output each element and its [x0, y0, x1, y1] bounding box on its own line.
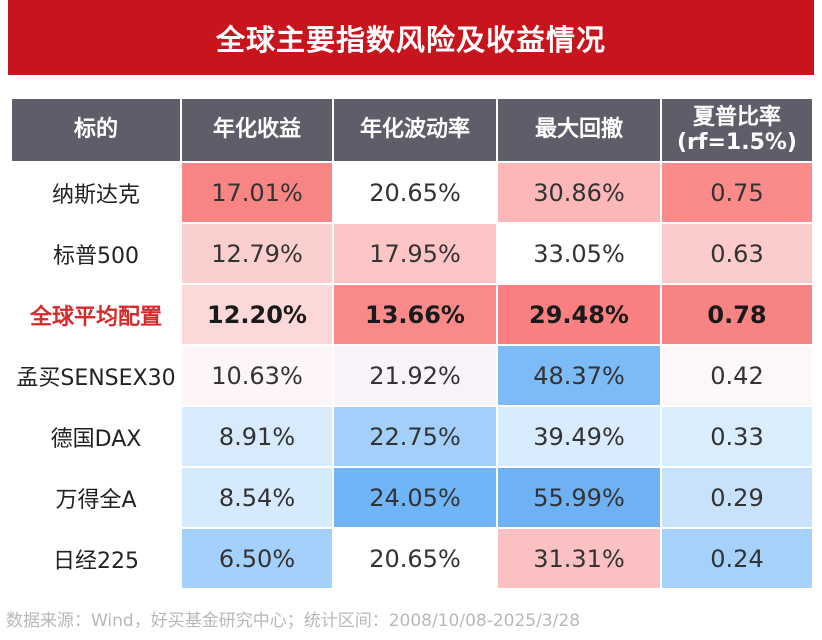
- row-label: 孟买SENSEX30: [10, 344, 182, 407]
- cell-sharpe: 0.75: [660, 161, 814, 224]
- header-sharpe-line2: (rf=1.5%): [677, 130, 797, 155]
- row-label: 全球平均配置: [10, 283, 182, 346]
- source-note: 数据来源：Wind，好买基金研究中心；统计区间：2008/10/08-2025/…: [6, 611, 581, 631]
- cell-drawdown: 29.48%: [496, 283, 662, 346]
- cell-return: 8.54%: [180, 466, 334, 529]
- header-max-drawdown: 最大回撤: [496, 97, 662, 163]
- header-sharpe-ratio: 夏普比率 (rf=1.5%): [660, 97, 814, 163]
- header-annual-volatility: 年化波动率: [332, 97, 498, 163]
- cell-sharpe: 0.29: [660, 466, 814, 529]
- cell-volatility: 17.95%: [332, 222, 498, 285]
- cell-drawdown: 55.99%: [496, 466, 662, 529]
- cell-sharpe: 0.78: [660, 283, 814, 346]
- cell-volatility: 13.66%: [332, 283, 498, 346]
- header-annual-return: 年化收益: [180, 97, 334, 163]
- table-body: 纳斯达克 17.01% 20.65% 30.86% 0.75 标普500 12.…: [10, 161, 814, 590]
- cell-return: 6.50%: [180, 527, 334, 590]
- cell-drawdown: 48.37%: [496, 344, 662, 407]
- table-row: 日经225 6.50% 20.65% 31.31% 0.24: [10, 527, 814, 590]
- row-label: 日经225: [10, 527, 182, 590]
- cell-volatility: 20.65%: [332, 527, 498, 590]
- table-row: 万得全A 8.54% 24.05% 55.99% 0.29: [10, 466, 814, 529]
- cell-sharpe: 0.24: [660, 527, 814, 590]
- table-row-highlighted: 全球平均配置 12.20% 13.66% 29.48% 0.78: [10, 283, 814, 346]
- cell-drawdown: 31.31%: [496, 527, 662, 590]
- cell-drawdown: 39.49%: [496, 405, 662, 468]
- row-label: 万得全A: [10, 466, 182, 529]
- cell-volatility: 20.65%: [332, 161, 498, 224]
- cell-return: 12.20%: [180, 283, 334, 346]
- table-row: 纳斯达克 17.01% 20.65% 30.86% 0.75: [10, 161, 814, 224]
- cell-sharpe: 0.33: [660, 405, 814, 468]
- table-header-row: 标的 年化收益 年化波动率 最大回撤 夏普比率 (rf=1.5%): [10, 97, 814, 163]
- cell-sharpe: 0.42: [660, 344, 814, 407]
- cell-sharpe: 0.63: [660, 222, 814, 285]
- cell-return: 8.91%: [180, 405, 334, 468]
- page-title: 全球主要指数风险及收益情况: [215, 22, 606, 57]
- title-banner: 全球主要指数风险及收益情况: [8, 0, 814, 75]
- cell-volatility: 21.92%: [332, 344, 498, 407]
- cell-return: 17.01%: [180, 161, 334, 224]
- index-risk-return-table: 标的 年化收益 年化波动率 最大回撤 夏普比率 (rf=1.5%) 纳斯达克 1…: [10, 97, 814, 590]
- row-label: 纳斯达克: [10, 161, 182, 224]
- cell-return: 12.79%: [180, 222, 334, 285]
- cell-drawdown: 30.86%: [496, 161, 662, 224]
- cell-return: 10.63%: [180, 344, 334, 407]
- table-row: 德国DAX 8.91% 22.75% 39.49% 0.33: [10, 405, 814, 468]
- row-label: 德国DAX: [10, 405, 182, 468]
- row-label: 标普500: [10, 222, 182, 285]
- table-row: 标普500 12.79% 17.95% 33.05% 0.63: [10, 222, 814, 285]
- header-target: 标的: [10, 97, 182, 163]
- cell-volatility: 24.05%: [332, 466, 498, 529]
- table-row: 孟买SENSEX30 10.63% 21.92% 48.37% 0.42: [10, 344, 814, 407]
- cell-volatility: 22.75%: [332, 405, 498, 468]
- cell-drawdown: 33.05%: [496, 222, 662, 285]
- header-sharpe-line1: 夏普比率: [692, 104, 781, 130]
